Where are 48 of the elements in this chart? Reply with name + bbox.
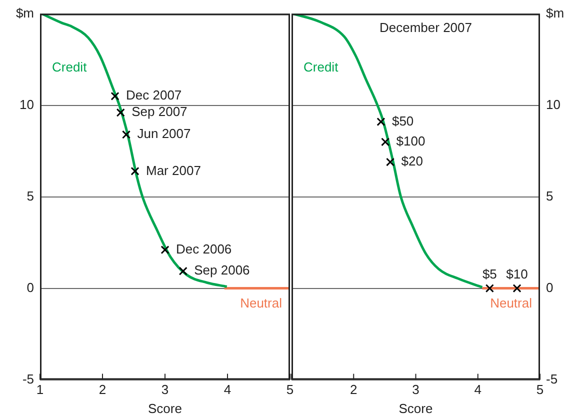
x-tick-label: 5	[536, 382, 544, 398]
x-axis-title: Score	[148, 400, 182, 416]
annotation: Sep 2007	[132, 104, 188, 120]
y-tick-label: -5	[22, 371, 34, 386]
y-tick-label: 0	[546, 280, 554, 295]
point	[160, 246, 170, 254]
point	[116, 108, 125, 117]
series-label: Neutral	[240, 295, 282, 310]
x-tick-label: 2	[350, 382, 358, 398]
y-tick-label: 10	[546, 96, 560, 112]
y-tick-label: 5	[546, 188, 554, 204]
x-tick-label: 3	[161, 382, 169, 398]
series-label: Credit	[304, 59, 339, 74]
x-tick-label: 4	[224, 382, 232, 398]
annotation: $20	[401, 154, 423, 169]
annotation: Dec 2007	[126, 88, 182, 103]
point	[122, 130, 131, 139]
point	[386, 158, 395, 166]
y-tick-label: 10	[20, 96, 34, 112]
y-tick-label: -5	[546, 371, 558, 386]
y-tick-label: $m	[16, 5, 34, 20]
point	[178, 266, 188, 276]
annotation: $50	[392, 113, 414, 128]
point	[381, 138, 390, 146]
point	[512, 284, 522, 293]
annotation: Mar 2007	[146, 162, 201, 178]
x-tick-label: 2	[98, 382, 106, 398]
series-label: Credit	[52, 59, 88, 74]
point	[376, 117, 386, 126]
point	[485, 284, 494, 293]
annotation: Jun 2007	[137, 126, 191, 142]
annotation: $100	[396, 133, 426, 148]
annotation: Dec 2006	[176, 241, 232, 256]
annotation: $10	[506, 266, 528, 282]
x-tick-label: 3	[412, 382, 420, 398]
y-tick-label: $m	[546, 5, 564, 20]
x-tick-label: 4	[474, 382, 482, 398]
y-tick-label: 5	[26, 188, 34, 204]
annotation: Sep 2006	[194, 262, 250, 278]
x-tick-label: 1	[36, 382, 44, 398]
point	[110, 92, 120, 100]
annotation: $5	[482, 266, 497, 282]
annotation: December 2007	[380, 20, 472, 35]
x-tick-label: 5	[286, 382, 294, 398]
point	[130, 166, 140, 176]
series-label: Neutral	[490, 295, 532, 310]
x-axis-title: Score	[398, 400, 433, 416]
y-tick-label: 0	[26, 280, 34, 295]
